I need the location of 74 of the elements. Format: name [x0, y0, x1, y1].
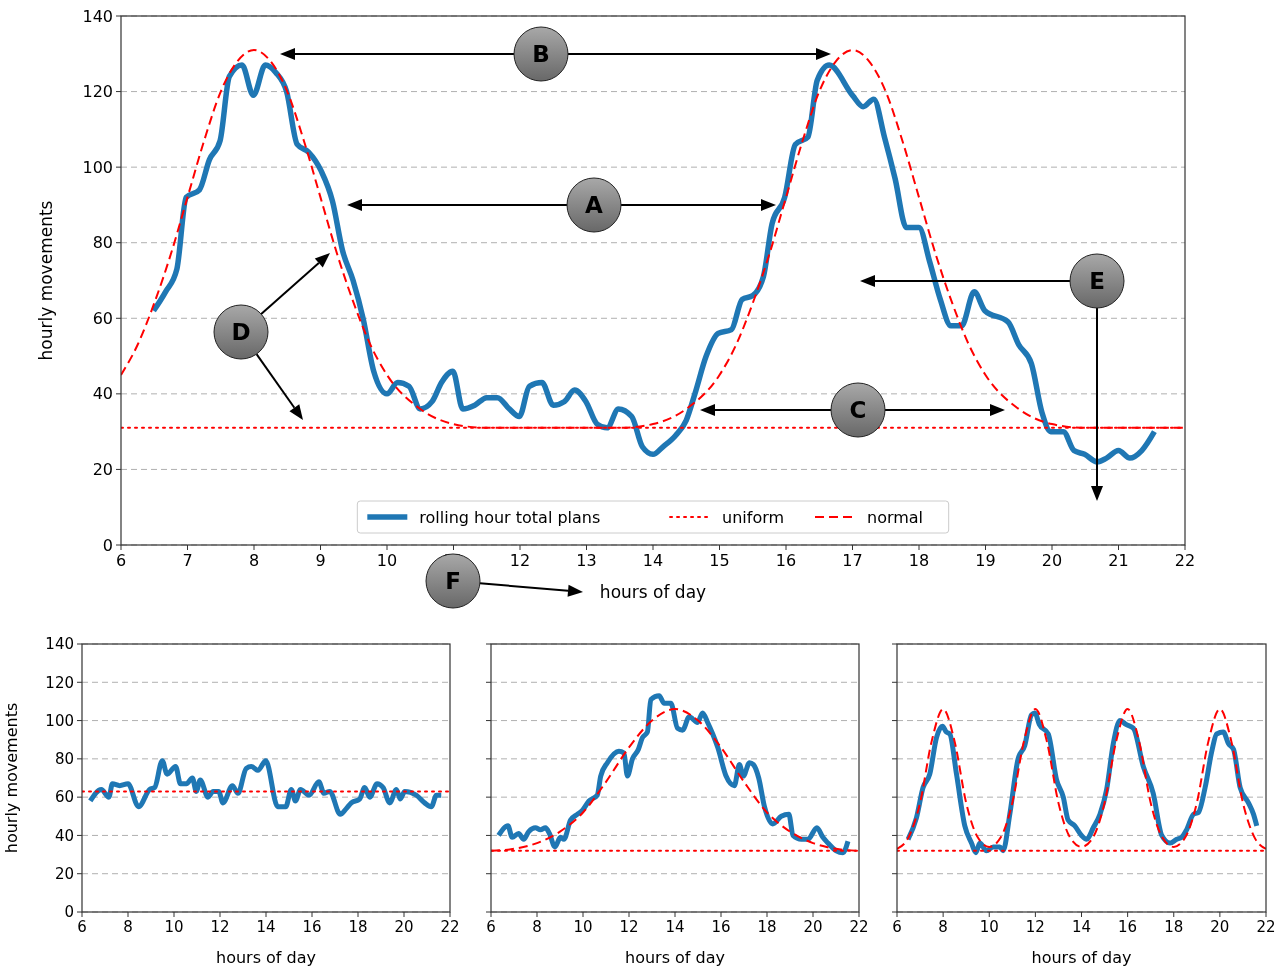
x-tick-label: 18	[757, 918, 777, 936]
x-tick-label: 20	[803, 918, 823, 936]
y-tick-label: 120	[45, 673, 74, 692]
x-axis-title: hours of day	[1031, 948, 1132, 967]
y-tick-label: 0	[64, 903, 74, 922]
x-tick-label: 22	[849, 918, 869, 936]
x-tick-label: 22	[440, 918, 460, 936]
x-tick-label: 16	[775, 550, 797, 570]
x-tick-label: 12	[619, 918, 639, 936]
x-tick-label: 9	[315, 550, 326, 570]
x-tick-label: 14	[665, 918, 685, 936]
x-tick-label: 21	[1108, 550, 1129, 570]
x-axis-title: hours of day	[624, 948, 726, 967]
x-tick-label: 22	[1174, 550, 1196, 570]
legend-label: uniform	[722, 507, 785, 527]
x-tick-label: 16	[711, 918, 731, 936]
x-tick-label: 14	[256, 918, 276, 936]
annotation: E	[1089, 268, 1105, 295]
x-tick-label: 16	[1118, 918, 1138, 936]
x-tick-label: 13	[576, 550, 597, 570]
x-tick-label: 20	[1041, 550, 1063, 570]
y-axis-title: hourly movements	[2, 702, 21, 854]
x-tick-label: 10	[979, 918, 999, 936]
x-axis-title: hours of day	[215, 948, 317, 967]
x-tick-label: 10	[164, 918, 184, 936]
x-tick-label: 6	[77, 918, 87, 936]
x-tick-label: 19	[975, 550, 996, 570]
x-tick-label: 16	[302, 918, 322, 936]
x-tick-label: 7	[182, 550, 193, 570]
y-tick-label: 80	[54, 750, 74, 769]
x-tick-label: 6	[892, 918, 902, 936]
x-tick-label: 20	[394, 918, 414, 936]
x-tick-label: 8	[248, 550, 260, 570]
annotation: B	[532, 41, 550, 68]
y-tick-label: 80	[92, 233, 113, 253]
x-tick-label: 8	[938, 918, 948, 936]
y-tick-label: 140	[82, 6, 113, 26]
x-tick-label: 8	[532, 918, 542, 936]
y-axis-title: hourly movements	[36, 200, 56, 361]
y-tick-label: 120	[82, 82, 113, 102]
legend-label: normal	[867, 507, 924, 527]
y-tick-label: 20	[92, 460, 113, 480]
y-tick-label: 60	[54, 788, 74, 807]
x-tick-label: 14	[642, 550, 664, 570]
x-tick-label: 12	[509, 550, 531, 570]
x-tick-label: 18	[908, 550, 930, 570]
annotation: A	[585, 192, 604, 219]
annotation: D	[231, 319, 251, 346]
x-tick-label: 14	[1071, 918, 1092, 936]
y-tick-label: 0	[102, 535, 113, 555]
y-tick-label: 40	[92, 384, 113, 404]
x-tick-label: 15	[709, 550, 730, 570]
x-tick-label: 22	[1256, 918, 1276, 936]
y-tick-label: 20	[54, 864, 74, 883]
x-tick-label: 8	[123, 918, 133, 936]
x-tick-label: 18	[348, 918, 368, 936]
x-tick-label: 12	[1025, 918, 1045, 936]
y-tick-label: 40	[54, 826, 74, 845]
x-tick-label: 10	[376, 550, 398, 570]
text: F	[445, 568, 461, 595]
x-tick-label: 20	[1210, 918, 1230, 936]
y-tick-label: 100	[45, 711, 74, 730]
y-tick-label: 60	[92, 308, 113, 328]
y-tick-label: 100	[82, 157, 113, 177]
legend-label: rolling hour total plans	[419, 507, 601, 527]
x-axis-title: hours of day	[599, 582, 707, 602]
x-tick-label: 10	[573, 918, 593, 936]
x-tick-label: 18	[1164, 918, 1184, 936]
x-tick-label: 12	[210, 918, 230, 936]
y-tick-label: 140	[45, 635, 74, 654]
annotation: C	[849, 397, 867, 424]
x-tick-label: 6	[115, 550, 127, 570]
x-tick-label: 17	[842, 550, 863, 570]
x-tick-label: 6	[486, 918, 496, 936]
